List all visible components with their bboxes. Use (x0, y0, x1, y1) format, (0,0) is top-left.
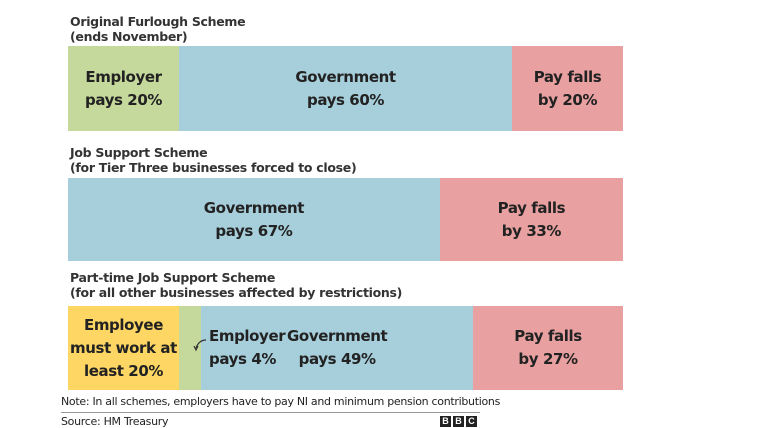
bar-segment-government: Government pays 49% (201, 306, 474, 390)
bar-segment-employer: Employer pays 4% (179, 306, 286, 390)
segment-label: Pay falls by 27% (514, 327, 582, 368)
segment-label: Employer pays 20% (84, 67, 163, 109)
segment-label: Employee must work at least 20% (70, 315, 177, 380)
stacked-bar: Employer pays 20% Government pays 60% Pay … (68, 46, 623, 131)
stacked-bar: Employee must work at least 20% Employer … (68, 306, 623, 390)
bar-segment-pay-falls: Pay falls by 20% (512, 46, 623, 131)
divider (61, 412, 480, 413)
bar-segment-employer: Employer pays 20% (68, 46, 179, 131)
pointer-arrow-icon (193, 339, 207, 352)
bar-segment-pay-falls: Pay falls by 27% (473, 306, 623, 390)
bar-segment-pay-falls: Pay falls by 33% (439, 178, 623, 261)
logo-letter: B (440, 416, 451, 427)
segment-label: Government pays 49% (287, 327, 388, 368)
bar-segment-government: Government pays 67% (68, 178, 440, 261)
stacked-bar: Government pays 67% Pay falls by 33% (68, 178, 623, 261)
logo-letter: B (453, 416, 464, 427)
segment-label: Government pays 67% (203, 198, 305, 240)
bar-segment-employee: Employee must work at least 20% (68, 306, 179, 390)
segment-label: Pay falls by 20% (533, 67, 602, 109)
segment-label: Pay falls by 33% (497, 198, 566, 240)
bar-title: Job Support Scheme (for Tier Three busin… (70, 145, 357, 175)
chart-source: Source: HM Treasury (61, 415, 169, 428)
bar-title: Part-time Job Support Scheme (for all ot… (70, 270, 403, 300)
chart-note: Note: In all schemes, employers have to … (61, 395, 501, 408)
logo-letter: C (466, 416, 477, 427)
bar-title: Original Furlough Scheme (ends November) (70, 14, 246, 44)
bar-segment-government: Government pays 60% (179, 46, 512, 131)
segment-label: Employer pays 4% (209, 327, 286, 368)
segment-label: Government pays 60% (295, 67, 396, 109)
bbc-logo: B B C (440, 416, 477, 427)
